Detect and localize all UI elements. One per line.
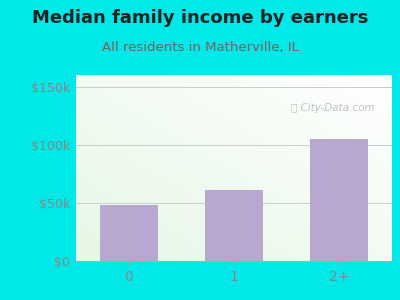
Text: Median family income by earners: Median family income by earners (32, 9, 368, 27)
Bar (100, 205, 158, 261)
Bar (205, 190, 263, 261)
Text: ⓘ City-Data.com: ⓘ City-Data.com (291, 103, 374, 113)
Bar (310, 139, 368, 261)
Text: All residents in Matherville, IL: All residents in Matherville, IL (102, 40, 298, 53)
